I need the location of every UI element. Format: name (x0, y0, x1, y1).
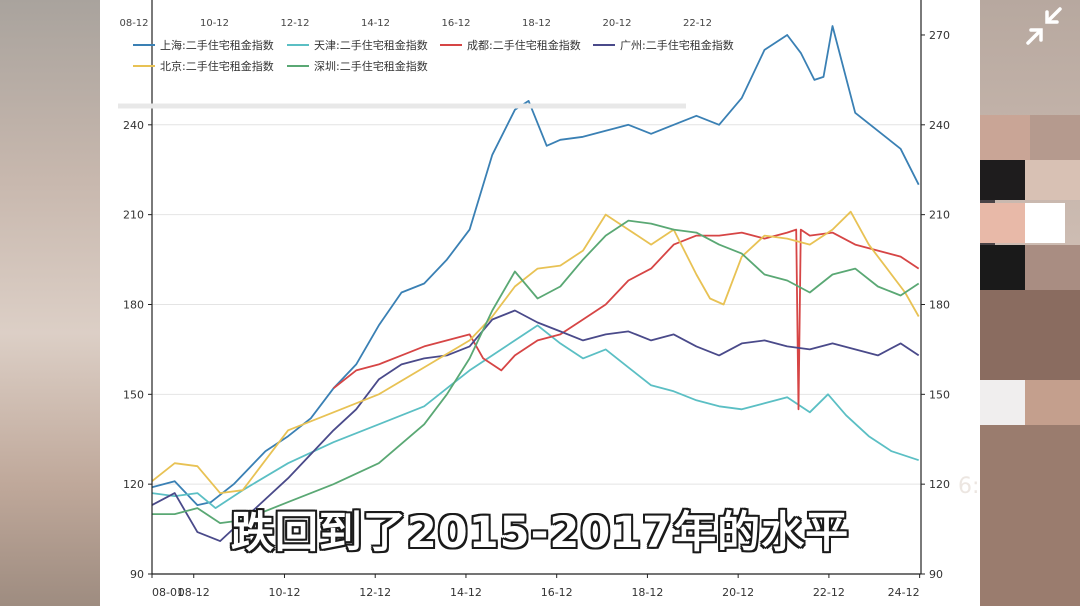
bottom-tick-label: 10-12 (268, 586, 300, 599)
left-tick-label: 150 (123, 388, 144, 401)
right-tick-label: 180 (929, 298, 950, 311)
chart-series-lines (151, 25, 920, 542)
series-line-4 (151, 210, 920, 495)
bottom-tick-label: 14-12 (450, 586, 482, 599)
chart-right-axis-panel (924, 0, 980, 606)
series-line-0 (151, 25, 920, 507)
top-tick-label: 10-12 (200, 18, 229, 29)
series-line-3 (151, 309, 920, 542)
right-tick-label: 120 (929, 478, 950, 491)
chart-card (100, 0, 924, 606)
top-tick-label: 18-12 (522, 18, 551, 29)
left-tick-label: 210 (123, 209, 144, 222)
left-tick-label: 180 (123, 298, 144, 311)
legend-label: 广州:二手住宅租金指数 (620, 38, 734, 52)
bottom-tick-label: 08-12 (178, 586, 210, 599)
top-tick-label: 08-12 (119, 18, 148, 29)
right-tick-label: 90 (929, 568, 943, 581)
bottom-tick-label: 22-12 (813, 586, 845, 599)
series-line-5 (152, 219, 920, 524)
background-left (0, 0, 100, 606)
legend-label: 成都:二手住宅租金指数 (467, 38, 581, 52)
side-number-text: 6: (958, 474, 980, 499)
pixelated-thumbnail (950, 115, 1080, 606)
chart-legend: 上海:二手住宅租金指数 天津:二手住宅租金指数 成都:二手住宅租金指数 广州:二手住宅… (133, 38, 734, 73)
bottom-tick-label: 16-12 (541, 586, 573, 599)
collapse-button[interactable] (1018, 3, 1070, 49)
video-subtitle: 跌回到了2015-2017年的水平 (230, 508, 850, 558)
top-tick-label: 14-12 (361, 18, 390, 29)
left-tick-label: 240 (123, 119, 144, 132)
bottom-tick-label: 24-12 (888, 586, 920, 599)
bottom-tick-label: 20-12 (722, 586, 754, 599)
bottom-tick-label: 18-12 (631, 586, 663, 599)
right-tick-label: 150 (929, 388, 950, 401)
left-tick-label: 120 (123, 478, 144, 491)
right-tick-label: 210 (929, 209, 950, 222)
collapse-arrows-icon (1026, 7, 1062, 45)
legend-label: 上海:二手住宅租金指数 (160, 38, 274, 52)
right-tick-label: 270 (929, 29, 950, 42)
legend-label: 天津:二手住宅租金指数 (314, 38, 428, 52)
top-tick-label: 12-12 (280, 18, 309, 29)
legend-label: 深圳:二手住宅租金指数 (314, 59, 428, 73)
series-line-2 (332, 228, 920, 411)
top-tick-label: 20-12 (602, 18, 631, 29)
left-tick-label: 90 (130, 568, 144, 581)
chart-axes: 240 210 180 150 120 90 270 240 210 180 150 120 90 08-… (118, 0, 950, 599)
top-tick-label: 22-12 (683, 18, 712, 29)
bottom-tick-label: 08-01 (152, 586, 184, 599)
right-tick-label: 240 (929, 119, 950, 132)
bottom-tick-label: 12-12 (359, 586, 391, 599)
legend-label: 北京:二手住宅租金指数 (160, 59, 274, 73)
top-tick-label: 16-12 (441, 18, 470, 29)
series-line-1 (151, 324, 919, 510)
